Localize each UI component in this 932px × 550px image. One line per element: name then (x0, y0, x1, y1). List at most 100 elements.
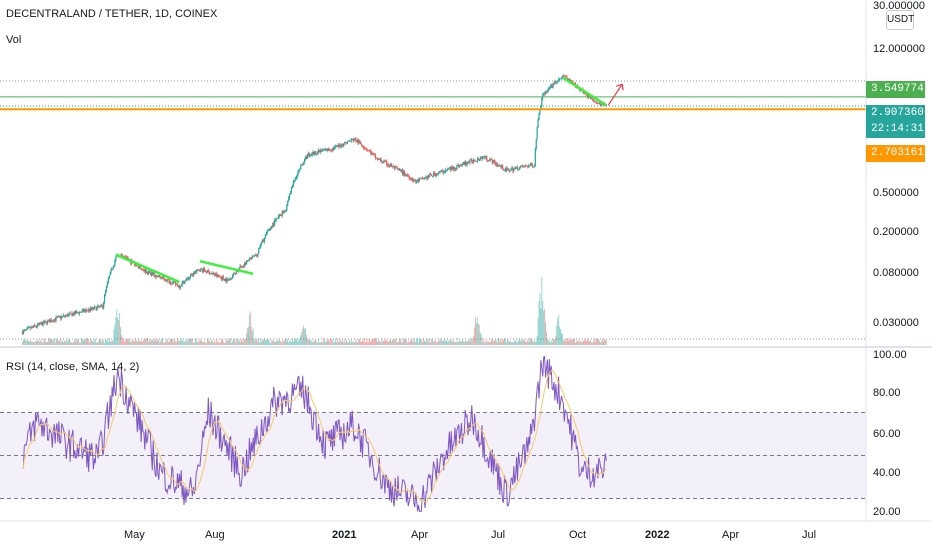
candle-body (565, 76, 567, 78)
candle-body (560, 77, 563, 79)
candle-body (479, 158, 481, 161)
candle-body (445, 170, 447, 172)
candle-body (273, 222, 275, 225)
candle-body (298, 169, 300, 172)
candle-body (511, 168, 513, 170)
candle-body (483, 156, 485, 158)
volume-bar (580, 341, 582, 345)
candle-body (233, 272, 236, 274)
candle-body (534, 148, 536, 166)
volume-bar (471, 340, 473, 345)
volume-bar (431, 338, 433, 345)
candle-body (282, 211, 284, 213)
candle-body (296, 174, 298, 178)
candle-body (357, 140, 359, 143)
candle-body (162, 276, 165, 279)
candle-body (496, 163, 498, 166)
candle-body (365, 148, 367, 150)
volume-bar (516, 341, 518, 345)
volume-bar (353, 342, 355, 345)
volume-bar (215, 342, 217, 345)
currency-button[interactable]: USDT (886, 10, 914, 30)
volume-bar (316, 341, 318, 345)
volume-bar (268, 339, 270, 345)
candle-body (535, 139, 537, 149)
candle-body (556, 81, 558, 83)
volume-bar (432, 341, 434, 345)
candle-body (297, 171, 299, 175)
volume-bar (314, 340, 316, 345)
volume-bar (265, 339, 267, 345)
candle-body (246, 260, 249, 262)
candle-body (154, 275, 156, 278)
candle-body (115, 256, 117, 260)
candle-body (330, 150, 332, 151)
volume-bar (534, 342, 536, 345)
candle-body (86, 309, 88, 311)
volume-bar (29, 341, 31, 345)
volume-indicator-label[interactable]: Vol (6, 34, 22, 46)
volume-bar (109, 341, 111, 345)
candle-body (518, 167, 521, 170)
volume-bar (176, 338, 178, 345)
candle-body (324, 149, 326, 151)
volume-bar (182, 340, 184, 345)
candle-body (346, 141, 349, 144)
candle-body (254, 254, 256, 256)
volume-bar (515, 340, 517, 345)
candle-body (425, 176, 427, 178)
candle-body (65, 314, 67, 316)
candle-body (597, 103, 599, 104)
volume-bar (531, 339, 533, 345)
candle-body (563, 76, 565, 78)
candle-body (363, 147, 365, 149)
volume-bar (127, 338, 129, 345)
volume-bar (63, 340, 65, 345)
volume-bar (318, 342, 320, 345)
volume-bar (69, 339, 71, 345)
time-axis-label: Apr (722, 529, 740, 541)
candle-body (54, 319, 56, 321)
candle-body (374, 153, 376, 155)
volume-bar (451, 341, 453, 345)
volume-bar (221, 338, 223, 345)
volume-bar (247, 327, 249, 345)
volume-bar (340, 340, 342, 345)
candle-body (326, 148, 328, 151)
candle-body (403, 171, 406, 176)
candle-body (463, 162, 465, 165)
volume-bar (454, 342, 456, 345)
volume-bar (121, 337, 123, 345)
candle-body (300, 165, 302, 170)
volume-bar (503, 339, 505, 345)
volume-bar (147, 338, 149, 345)
candle-body (215, 273, 217, 276)
volume-bar (257, 341, 259, 345)
candle-body (92, 307, 95, 310)
volume-bar (479, 332, 481, 345)
rsi-indicator-label[interactable]: RSI (14, close, SMA, 14, 2) (6, 361, 140, 373)
volume-bar (105, 340, 107, 345)
candle-body (142, 268, 144, 271)
volume-bar (362, 341, 364, 345)
volume-bar (36, 339, 38, 345)
volume-bar (329, 342, 331, 345)
volume-bar (355, 339, 357, 345)
candle-body (438, 171, 440, 174)
candle-body (598, 102, 600, 104)
volume-bar (187, 340, 189, 345)
volume-bar (209, 342, 211, 345)
volume-bar (90, 339, 92, 345)
candle-body (284, 211, 286, 213)
candle-body (481, 157, 483, 160)
volume-bar (345, 341, 347, 345)
candle-body (352, 139, 354, 141)
candle-body (88, 308, 90, 311)
price-lines (0, 76, 866, 284)
symbol-title[interactable]: DECENTRALAND / TETHER, 1D, COINEX (6, 8, 218, 20)
volume-bar (368, 338, 370, 345)
volume-bar (222, 341, 224, 345)
candle-body (103, 301, 105, 309)
candle-body (436, 173, 438, 175)
